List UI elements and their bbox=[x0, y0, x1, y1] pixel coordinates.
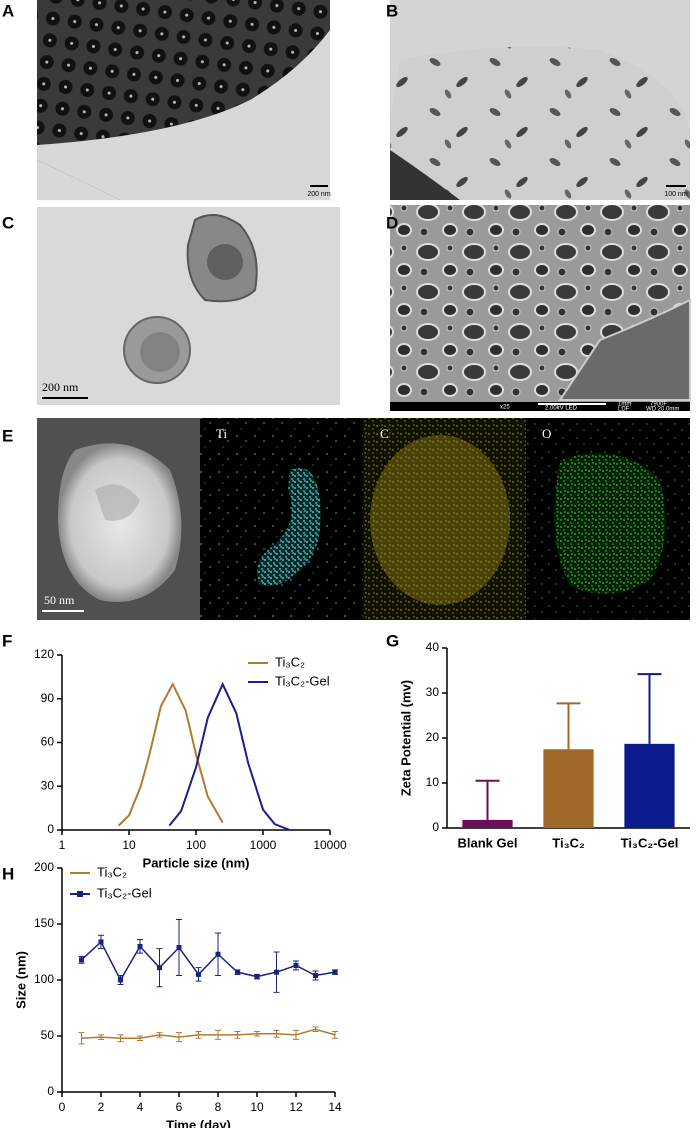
y-axis-title: Size (nm) bbox=[13, 951, 28, 1009]
x-tick-label: 1 bbox=[59, 838, 66, 852]
x-tick-label: 100 bbox=[186, 838, 206, 852]
sem-info: x25 bbox=[500, 405, 510, 411]
sem-info: 7900F bbox=[650, 402, 667, 408]
marker bbox=[332, 969, 338, 975]
y-tick-label: 20 bbox=[426, 730, 440, 744]
marker bbox=[293, 962, 299, 968]
micrograph-b: 100 nm bbox=[390, 0, 690, 201]
bar bbox=[543, 749, 594, 828]
x-tick-label: 2 bbox=[98, 1100, 105, 1114]
error-bar bbox=[475, 779, 500, 820]
series-line bbox=[81, 1028, 336, 1039]
error-bar bbox=[637, 673, 662, 744]
micrograph-d: x25 2.00kV LED 1mm 7900F LDF WD 20.0mm bbox=[390, 205, 691, 413]
marker bbox=[235, 969, 240, 975]
scale-label: 200 nm bbox=[307, 191, 331, 198]
marker bbox=[196, 971, 201, 977]
error-bar bbox=[556, 702, 581, 750]
channel-label: Ti bbox=[216, 426, 227, 441]
bar bbox=[624, 743, 675, 828]
scale-label: 100 nm bbox=[664, 191, 688, 198]
marker bbox=[215, 951, 221, 957]
x-tick-label: Blank Gel bbox=[458, 835, 518, 850]
marker bbox=[157, 965, 162, 971]
sem-info: WD 20.0mm bbox=[646, 407, 679, 413]
scale-label: 50 nm bbox=[44, 593, 75, 607]
series-line bbox=[168, 681, 291, 831]
y-axis-title: Zeta Potential (mv) bbox=[398, 680, 413, 796]
marker bbox=[137, 943, 143, 949]
channel-label: C bbox=[380, 426, 389, 441]
panel-label: H bbox=[2, 864, 14, 883]
marker bbox=[176, 945, 182, 951]
x-tick-label: Ti₃C₂-Gel bbox=[621, 835, 679, 850]
x-axis-title: Particle size (nm) bbox=[143, 855, 250, 870]
y-tick-label: 0 bbox=[432, 820, 439, 834]
x-tick-label: 10000 bbox=[313, 838, 347, 852]
x-tick-label: 12 bbox=[289, 1100, 303, 1114]
marker bbox=[274, 969, 279, 975]
bar bbox=[462, 819, 513, 828]
x-tick-label: 10 bbox=[122, 838, 136, 852]
marker bbox=[313, 973, 318, 979]
sem-info: LDF bbox=[618, 407, 630, 413]
panel-label: B bbox=[386, 1, 398, 20]
legend-marker bbox=[77, 891, 83, 897]
sem-info: 2.00kV LED bbox=[545, 406, 578, 412]
y-tick-label: 40 bbox=[426, 640, 440, 654]
panel-label: G bbox=[386, 631, 399, 650]
y-tick-label: 200 bbox=[34, 860, 54, 874]
micrograph-c: 200 nm bbox=[37, 207, 340, 405]
y-tick-label: 50 bbox=[41, 1028, 55, 1042]
series-line bbox=[80, 940, 336, 982]
scale-label: 200 nm bbox=[42, 380, 79, 394]
x-tick-label: 8 bbox=[215, 1100, 222, 1114]
panel-label: A bbox=[2, 1, 14, 20]
marker bbox=[79, 957, 84, 963]
x-axis-title: Time (day) bbox=[166, 1117, 231, 1128]
micrograph-e: 50 nm Ti C O bbox=[37, 418, 690, 620]
x-tick-label: 14 bbox=[328, 1100, 342, 1114]
marker bbox=[98, 939, 104, 945]
sem-info: 1mm bbox=[618, 402, 631, 408]
panel-label: C bbox=[2, 213, 14, 232]
y-tick-label: 100 bbox=[34, 972, 54, 986]
legend-label: Ti₃C₂-Gel bbox=[97, 885, 152, 900]
y-tick-label: 0 bbox=[47, 1084, 54, 1098]
x-tick-label: 10 bbox=[250, 1100, 264, 1114]
legend-label: Ti₃C₂ bbox=[275, 654, 305, 669]
y-tick-label: 30 bbox=[41, 778, 55, 792]
panel-label: F bbox=[2, 631, 12, 650]
channel-label: O bbox=[542, 426, 551, 441]
panel-label: D bbox=[386, 213, 398, 232]
y-tick-label: 10 bbox=[426, 775, 440, 789]
y-tick-label: 120 bbox=[34, 647, 54, 661]
y-tick-label: 60 bbox=[41, 735, 55, 749]
legend-label: Ti₃C₂-Gel bbox=[275, 673, 330, 688]
y-tick-label: 90 bbox=[41, 691, 55, 705]
marker bbox=[118, 977, 123, 983]
legend-label: Ti₃C₂ bbox=[97, 864, 127, 879]
panel-label: E bbox=[2, 426, 13, 445]
x-tick-label: 6 bbox=[176, 1100, 183, 1114]
y-tick-label: 30 bbox=[426, 685, 440, 699]
x-tick-label: 0 bbox=[59, 1100, 66, 1114]
marker bbox=[254, 974, 260, 980]
micrograph-a: 200 nm bbox=[37, 0, 331, 200]
x-tick-label: 1000 bbox=[250, 838, 277, 852]
y-tick-label: 150 bbox=[34, 916, 54, 930]
x-tick-label: Ti₃C₂ bbox=[552, 835, 585, 850]
x-tick-label: 4 bbox=[137, 1100, 144, 1114]
series-line bbox=[117, 681, 224, 827]
y-tick-label: 0 bbox=[47, 822, 54, 836]
